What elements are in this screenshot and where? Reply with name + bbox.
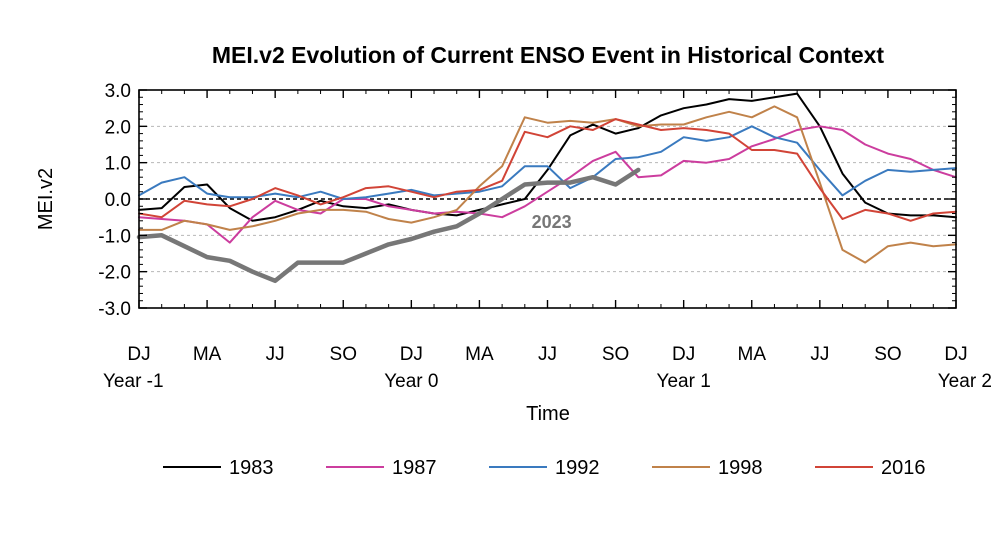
- y-axis-label: MEI.v2: [35, 168, 57, 230]
- y-tick-label: 1.0: [105, 154, 131, 175]
- series-line-1983: [138, 92, 957, 222]
- legend-label: 1983: [229, 457, 274, 479]
- x-tick-label: SO: [602, 344, 629, 365]
- y-tick-label: -2.0: [98, 263, 131, 284]
- x-tick-label: SO: [874, 344, 901, 365]
- x-tick-label: DJ: [127, 344, 150, 365]
- x-tick-label: DJ: [944, 344, 967, 365]
- x-axis-label: Time: [526, 403, 570, 425]
- y-tick-label: -3.0: [98, 299, 131, 320]
- series-line-1998: [138, 105, 957, 264]
- series-lines: [136, 92, 957, 284]
- series-line-2023: [136, 167, 641, 284]
- grid-lines: [139, 125, 956, 273]
- x-axis: DJ Year -1 MA JJ SO DJ Year 0 MA JJ SO DJ Year 1 MA J…: [103, 90, 992, 392]
- x-tick-sublabel: Year 2: [938, 371, 992, 392]
- x-tick-label: DJ: [400, 344, 423, 365]
- series-line-1992: [138, 125, 957, 200]
- x-tick-label: MA: [738, 344, 767, 365]
- x-tick-label: MA: [193, 344, 222, 365]
- x-tick-label: SO: [330, 344, 357, 365]
- x-tick-label: JJ: [538, 344, 557, 365]
- y-tick-label: 3.0: [105, 81, 131, 102]
- y-tick-label: 2.0: [105, 117, 131, 138]
- y-tick-label: -1.0: [98, 226, 131, 247]
- x-tick-sublabel: Year 1: [657, 371, 711, 392]
- legend-label: 2016: [881, 457, 926, 479]
- x-tick-label: DJ: [672, 344, 695, 365]
- x-tick-sublabel: Year -1: [103, 371, 164, 392]
- legend: 1983 1987 1992 1998 2016: [163, 457, 926, 479]
- x-tick-sublabel: Year 0: [384, 371, 438, 392]
- x-tick-label: JJ: [266, 344, 285, 365]
- x-tick-label: JJ: [810, 344, 829, 365]
- series-line-2016: [138, 118, 957, 222]
- annotations: 2023: [532, 212, 572, 232]
- series-annotation: 2023: [532, 212, 572, 232]
- x-tick-label: MA: [465, 344, 494, 365]
- legend-label: 1992: [555, 457, 600, 479]
- y-tick-label: 0.0: [105, 190, 131, 211]
- series-line-1987: [138, 125, 957, 244]
- chart-title: MEI.v2 Evolution of Current ENSO Event i…: [212, 42, 885, 68]
- legend-label: 1987: [392, 457, 437, 479]
- y-axis: 3.0 2.0 1.0 0.0 -1.0 -2.0 -3.0: [98, 81, 956, 320]
- legend-label: 1998: [718, 457, 763, 479]
